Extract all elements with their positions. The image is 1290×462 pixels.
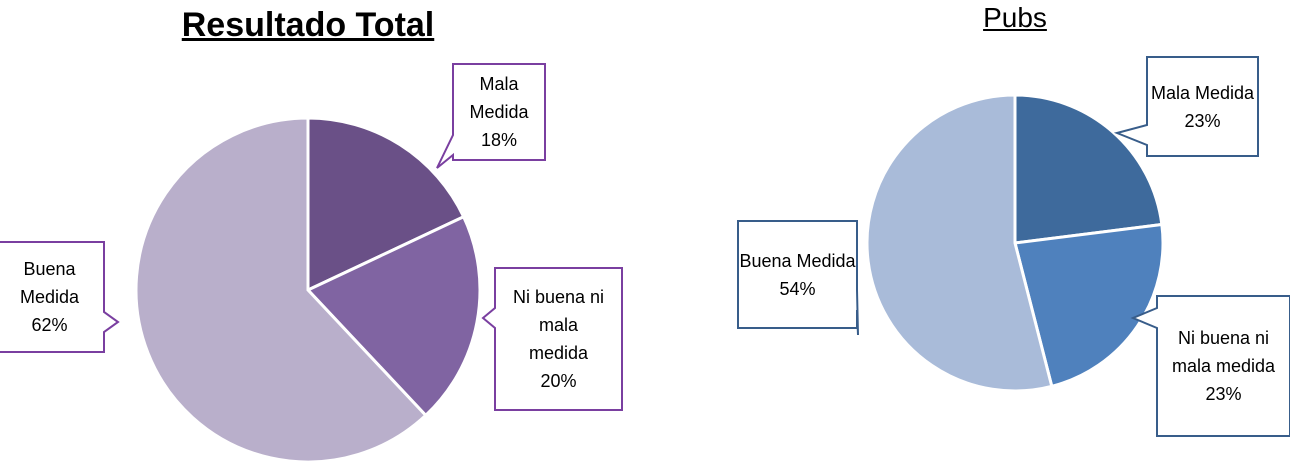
label-value: 23%	[1205, 384, 1242, 404]
callout-box	[737, 220, 859, 336]
label-value: 18%	[480, 130, 518, 150]
data-label: Ni buena ni mala medida 23%	[1157, 296, 1290, 436]
data-label: Mala Medida 23%	[1147, 57, 1258, 156]
pie-slice	[306, 116, 466, 293]
callout-box	[1130, 295, 1290, 437]
data-label: Buena Medida 54%	[738, 221, 857, 328]
pie-slice	[1013, 222, 1165, 389]
chart-title: Pubs	[983, 2, 1047, 33]
data-label: Mala Medida 18%	[453, 64, 545, 160]
label-category: Mala Medida	[1150, 82, 1255, 103]
label-category: Ni buena ni mala medida	[512, 287, 605, 363]
label-category: Mala Medida	[469, 74, 529, 122]
chart-title: Resultado Total	[181, 6, 435, 44]
label-value: 54%	[779, 278, 816, 299]
label-category: Buena Medida	[19, 259, 80, 307]
callout-box	[1113, 56, 1259, 157]
callout-box	[481, 267, 623, 411]
callout-box	[436, 63, 546, 169]
callout-box	[0, 241, 120, 353]
data-label: Buena Medida 62%	[0, 242, 104, 352]
label-value: 23%	[1184, 110, 1221, 131]
label-category: Buena Medida	[739, 250, 856, 271]
data-label: Ni buena ni mala medida 20%	[509, 268, 609, 410]
pie-slice	[865, 93, 1054, 393]
label-category: Ni buena ni mala medida	[1171, 328, 1276, 376]
pie-slice	[134, 116, 428, 462]
pie-slice	[1013, 93, 1164, 245]
label-value: 62%	[31, 315, 68, 335]
pie-slice	[305, 214, 482, 418]
label-value: 20%	[540, 371, 577, 391]
